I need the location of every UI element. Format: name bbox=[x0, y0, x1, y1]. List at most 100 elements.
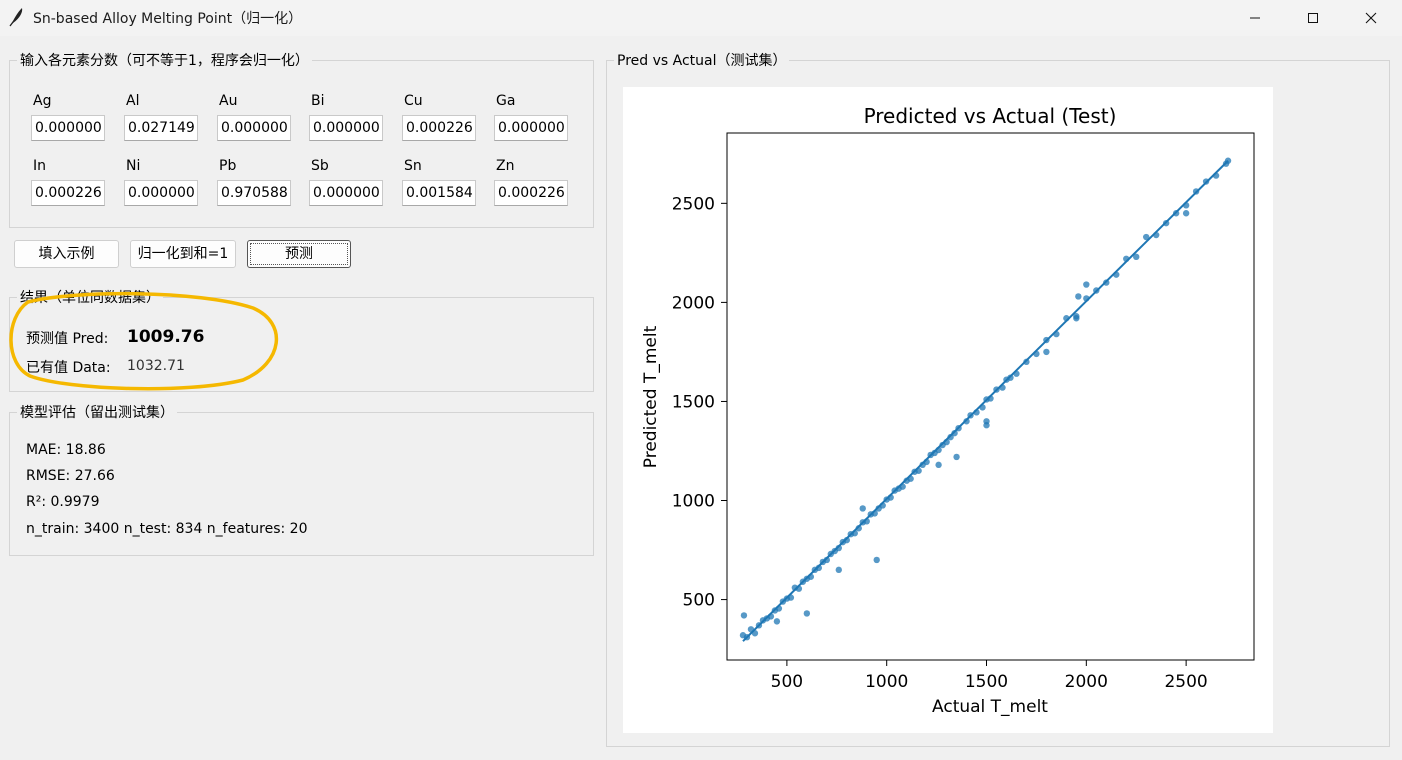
plot-group: Pred vs Actual（测试集） bbox=[606, 52, 1390, 747]
predict-button-label: 预测 bbox=[285, 246, 313, 262]
element-label-bi: Bi bbox=[311, 93, 325, 109]
predict-button[interactable]: 预测 bbox=[247, 240, 351, 268]
mae-text: MAE: 18.86 bbox=[26, 442, 106, 458]
element-input-al[interactable]: 0.027149 bbox=[124, 115, 198, 141]
x-axis-label: Actual T_melt bbox=[932, 697, 1048, 717]
element-input-zn[interactable]: 0.000226 bbox=[494, 180, 568, 206]
scatter-point bbox=[1172, 210, 1180, 217]
minimize-button[interactable] bbox=[1226, 0, 1284, 36]
element-label-ag: Ag bbox=[33, 93, 52, 109]
scatter-point bbox=[773, 618, 781, 625]
y-axis-label: Predicted T_melt bbox=[641, 325, 661, 468]
scatter-point bbox=[1143, 233, 1150, 241]
scatter-point bbox=[967, 412, 974, 419]
scatter-point bbox=[1083, 295, 1090, 302]
scatter-point bbox=[963, 418, 970, 425]
scatter-point bbox=[983, 422, 990, 429]
scatter-point bbox=[947, 433, 954, 441]
scatter-point bbox=[1093, 287, 1100, 294]
scatter-point bbox=[787, 594, 795, 601]
scatter-chart: Predicted vs Actual (Test) Actual T_melt… bbox=[641, 104, 1255, 717]
evaluation-legend: 模型评估（留出测试集） bbox=[17, 404, 177, 422]
scatter-point bbox=[835, 566, 842, 574]
element-fractions-legend: 输入各元素分数（可不等于1，程序会归一化） bbox=[17, 52, 312, 70]
y-tick-label: 2000 bbox=[672, 293, 715, 313]
scatter-point bbox=[1075, 293, 1082, 300]
scatter-point bbox=[979, 404, 986, 411]
scatter-point bbox=[1182, 210, 1190, 217]
element-input-sn[interactable]: 0.001584 bbox=[402, 180, 476, 206]
scatter-point bbox=[1033, 350, 1040, 358]
scatter-point bbox=[999, 384, 1006, 391]
scatter-point bbox=[907, 475, 914, 482]
feather-icon bbox=[8, 7, 26, 27]
y-tick-label: 2500 bbox=[672, 194, 715, 214]
element-input-ga[interactable]: 0.000000 bbox=[494, 115, 568, 141]
pred-label: 预测值 Pred: bbox=[26, 331, 109, 347]
x-tick-label: 2500 bbox=[1164, 672, 1207, 692]
x-tick-label: 1500 bbox=[965, 672, 1008, 692]
scatter-point bbox=[923, 458, 930, 466]
scatter-point bbox=[823, 556, 831, 564]
scatter-point bbox=[835, 544, 842, 552]
scatter-point bbox=[859, 505, 866, 512]
scatter-point bbox=[1212, 172, 1220, 179]
scatter-point bbox=[871, 510, 878, 517]
scatter-point bbox=[815, 564, 823, 572]
scatter-point bbox=[1083, 281, 1090, 288]
window-title: Sn-based Alloy Melting Point（归一化） bbox=[33, 11, 303, 27]
scatter-point bbox=[879, 502, 886, 509]
rmse-text: RMSE: 27.66 bbox=[26, 468, 115, 484]
element-input-sb[interactable]: 0.000000 bbox=[309, 180, 383, 206]
scatter-point bbox=[951, 429, 958, 437]
scatter-point bbox=[1013, 370, 1020, 377]
element-label-al: Al bbox=[126, 93, 140, 109]
fill-example-button[interactable]: 填入示例 bbox=[14, 240, 119, 268]
element-input-ag[interactable]: 0.000000 bbox=[31, 115, 105, 141]
scatter-point bbox=[747, 626, 755, 633]
element-input-cu[interactable]: 0.000226 bbox=[402, 115, 476, 141]
scatter-point bbox=[935, 446, 942, 454]
title-bar: Sn-based Alloy Melting Point（归一化） bbox=[0, 0, 1402, 36]
scatter-point bbox=[1053, 330, 1060, 338]
scatter-point bbox=[993, 386, 1000, 393]
scatter-point bbox=[987, 395, 994, 402]
scatter-point bbox=[935, 461, 942, 469]
y-tick-label: 500 bbox=[683, 591, 715, 611]
scatter-point bbox=[1182, 202, 1190, 209]
scatter-point bbox=[775, 605, 783, 612]
scatter-point bbox=[755, 622, 763, 629]
element-input-bi[interactable]: 0.000000 bbox=[309, 115, 383, 141]
scatter-point bbox=[1123, 255, 1130, 263]
scatter-point bbox=[1043, 348, 1050, 356]
scatter-point bbox=[863, 518, 870, 525]
normalize-button[interactable]: 归一化到和=1 bbox=[130, 240, 236, 268]
scatter-point bbox=[1043, 336, 1050, 344]
x-tick-label: 2000 bbox=[1065, 672, 1108, 692]
scatter-point bbox=[1073, 315, 1080, 322]
scatter-point bbox=[1133, 253, 1140, 261]
element-label-pb: Pb bbox=[219, 158, 237, 174]
close-button[interactable] bbox=[1342, 0, 1400, 36]
scatter-point bbox=[767, 613, 775, 620]
element-fractions-group: 输入各元素分数（可不等于1，程序会归一化） bbox=[9, 52, 594, 228]
scatter-point bbox=[1103, 279, 1110, 286]
x-tick-label: 1000 bbox=[865, 672, 908, 692]
scatter-point bbox=[1113, 271, 1120, 278]
element-label-ga: Ga bbox=[496, 93, 516, 109]
focus-ring bbox=[250, 243, 348, 265]
maximize-icon bbox=[1308, 13, 1318, 23]
element-input-pb[interactable]: 0.970588 bbox=[217, 180, 291, 206]
pred-value: 1009.76 bbox=[127, 327, 205, 347]
plot-legend: Pred vs Actual（测试集） bbox=[614, 52, 790, 70]
element-label-ni: Ni bbox=[126, 158, 141, 174]
element-input-au[interactable]: 0.000000 bbox=[217, 115, 291, 141]
maximize-button[interactable] bbox=[1284, 0, 1342, 36]
scatter-point bbox=[943, 438, 950, 446]
plot-frame bbox=[726, 132, 1255, 661]
scatter-point bbox=[751, 630, 759, 637]
element-input-ni[interactable]: 0.000000 bbox=[124, 180, 198, 206]
scatter-point bbox=[973, 409, 980, 416]
scatter-point bbox=[955, 424, 962, 432]
element-input-in[interactable]: 0.000226 bbox=[31, 180, 105, 206]
